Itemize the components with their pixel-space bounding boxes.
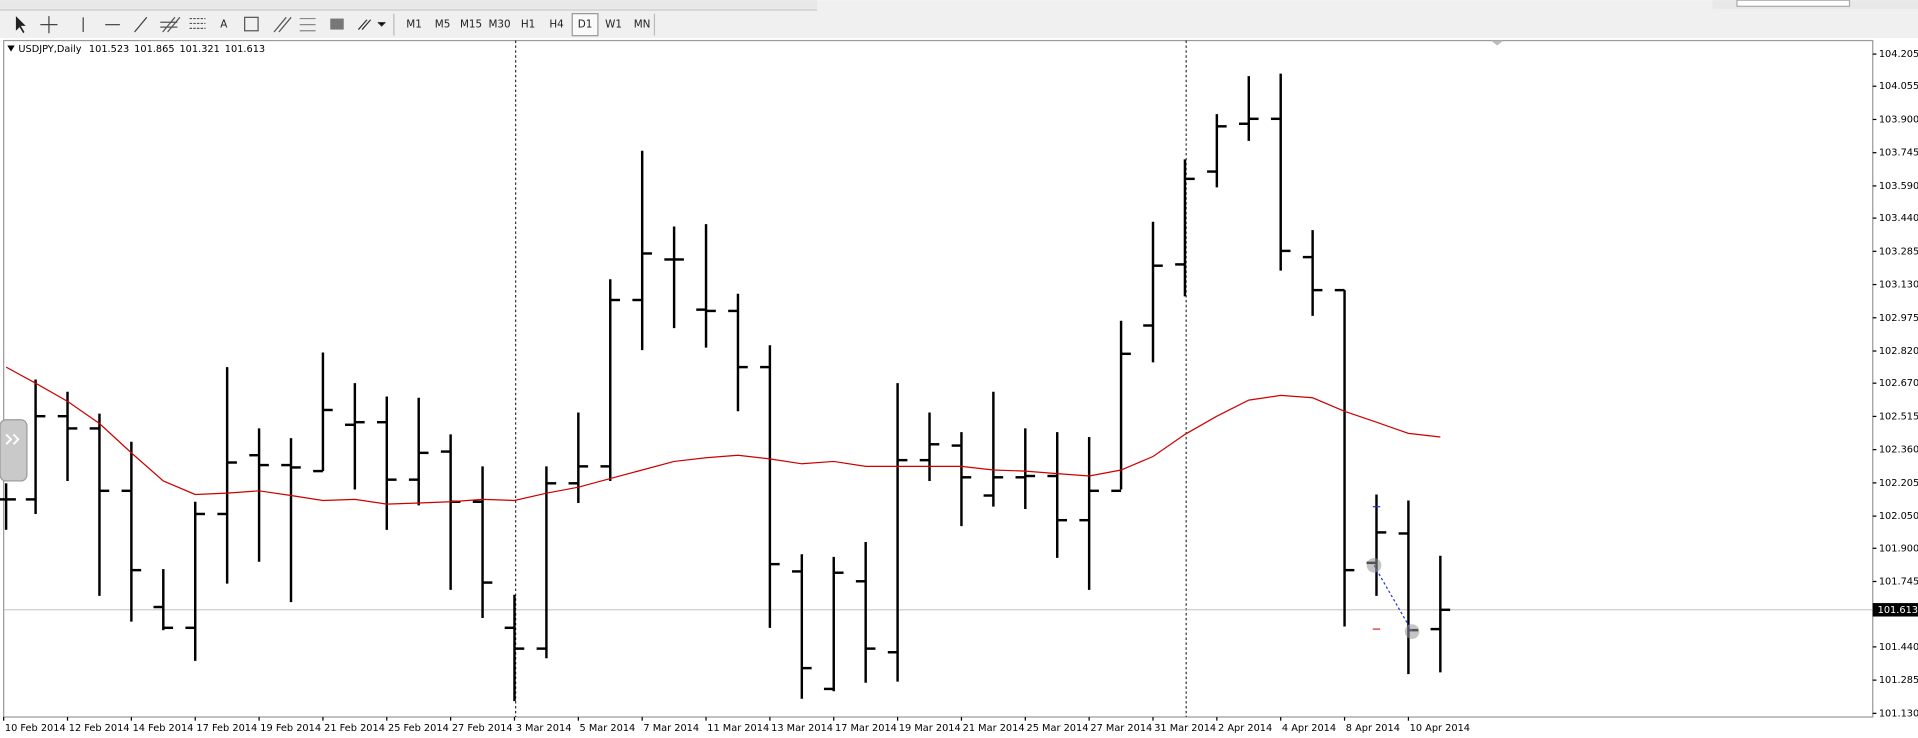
gann-tool[interactable] xyxy=(273,16,292,33)
y-tick-label: 101.440 xyxy=(1879,642,1918,653)
x-tick-label: 14 Feb 2014 xyxy=(133,723,194,734)
side-panel-arrows xyxy=(5,433,20,445)
y-tick-label: 102.050 xyxy=(1879,511,1918,522)
x-tick-label: 21 Mar 2014 xyxy=(963,723,1025,734)
timeframe-bar: M1 M5 M15 M30 H1 H4 D1 W1 MN xyxy=(406,13,651,37)
x-tick-label: 7 Mar 2014 xyxy=(643,723,699,734)
header-low: 101.321 xyxy=(179,44,219,55)
y-tick-label: 103.285 xyxy=(1879,246,1918,257)
top-toolbar-strip xyxy=(0,0,818,9)
x-tick-label: 11 Mar 2014 xyxy=(707,723,769,734)
x-tick-label: 3 Mar 2014 xyxy=(516,723,572,734)
x-tick-label: 17 Feb 2014 xyxy=(196,723,257,734)
timeframe-button[interactable]: M5 xyxy=(435,19,451,31)
text-tool[interactable]: A xyxy=(220,19,228,31)
timeframe-active xyxy=(571,13,599,37)
x-tick-label: 27 Mar 2014 xyxy=(1090,723,1152,734)
x-tick-label: 25 Feb 2014 xyxy=(388,723,449,734)
channel-tool[interactable] xyxy=(160,16,181,33)
plot: 104.205 104.055 103.900 103.745 103.590 103.4… xyxy=(0,40,1918,734)
price-label-bg xyxy=(1872,603,1918,617)
x-tick-label: 8 Apr 2014 xyxy=(1346,723,1400,734)
chart-header: USDJPY,Daily 101.523 101.865 101.321 101.613 xyxy=(18,44,265,55)
fibo-tool[interactable] xyxy=(189,17,206,29)
x-tick-label: 17 Mar 2014 xyxy=(835,723,897,734)
timeframe-button[interactable]: H4 xyxy=(549,19,564,31)
y-tick-label: 101.130 xyxy=(1879,708,1918,719)
x-tick-label: 4 Apr 2014 xyxy=(1282,723,1336,734)
x-tick-label: 19 Mar 2014 xyxy=(899,723,961,734)
y-tick-label: 103.440 xyxy=(1879,213,1918,224)
timeframe-button[interactable]: M1 xyxy=(406,19,422,31)
y-tick-label: 101.285 xyxy=(1879,675,1918,686)
shapes-tool[interactable] xyxy=(330,18,344,30)
timeframe-button[interactable]: M15 xyxy=(460,19,482,31)
toolbar: A M1 M5 M15 M30 H1 H4 D1 W1 MN xyxy=(0,0,1918,39)
x-tick-label: 21 Feb 2014 xyxy=(324,723,385,734)
moving-average xyxy=(5,366,1441,505)
y-tick-label: 102.670 xyxy=(1879,378,1918,389)
timeframe-button[interactable]: M30 xyxy=(488,19,510,31)
x-tick-label: 10 Apr 2014 xyxy=(1410,723,1470,734)
y-tick-label: 101.900 xyxy=(1879,543,1918,554)
drawn-anchor[interactable] xyxy=(1366,557,1382,573)
side-panel-tab[interactable] xyxy=(0,419,28,482)
x-tick-label: 27 Feb 2014 xyxy=(452,723,513,734)
trendline-tool[interactable] xyxy=(134,16,148,33)
label-tool[interactable] xyxy=(244,16,259,32)
y-tick-label: 101.745 xyxy=(1879,577,1918,588)
y-tick-label: 102.515 xyxy=(1879,411,1918,422)
header-open: 101.523 xyxy=(89,44,129,55)
header-close: 101.613 xyxy=(225,44,265,55)
y-tick-label: 103.900 xyxy=(1879,114,1918,125)
timeframe-button[interactable]: H1 xyxy=(521,19,535,31)
x-tick-label: 13 Mar 2014 xyxy=(771,723,833,734)
x-tick-label: 31 Mar 2014 xyxy=(1154,723,1216,734)
arrows-tool[interactable] xyxy=(357,19,386,30)
timeframe-button[interactable]: D1 xyxy=(578,19,593,31)
cursor-tool[interactable] xyxy=(15,16,26,34)
timeframe-button[interactable]: W1 xyxy=(605,19,622,31)
timeframe-button[interactable]: MN xyxy=(634,19,651,31)
y-tick-label: 103.130 xyxy=(1879,280,1918,291)
y-tick-label: 103.745 xyxy=(1879,148,1918,159)
chart-frame xyxy=(3,39,1874,718)
x-tick-label: 10 Feb 2014 xyxy=(5,723,66,734)
drawn-anchor[interactable] xyxy=(1404,624,1420,639)
search-box[interactable] xyxy=(1736,0,1851,7)
y-tick-label: 102.205 xyxy=(1879,478,1918,489)
title-arrow xyxy=(7,45,15,52)
header-high: 101.865 xyxy=(134,44,174,55)
chart-title: USDJPY,Daily xyxy=(18,44,81,55)
x-tick-label: 5 Mar 2014 xyxy=(580,723,636,734)
shift-marker[interactable] xyxy=(1491,40,1504,46)
y-tick-label: 103.590 xyxy=(1879,181,1918,192)
y-tick-label: 102.820 xyxy=(1879,346,1918,357)
y-tick-label: 104.205 xyxy=(1879,49,1918,60)
price-label: 101.613 xyxy=(1878,605,1918,616)
x-tick-label: 25 Mar 2014 xyxy=(1027,723,1089,734)
y-tick-label: 102.975 xyxy=(1879,313,1918,324)
crosshair-tool[interactable] xyxy=(40,16,58,34)
drawn-trendline xyxy=(1373,564,1413,632)
x-tick-label: 2 Apr 2014 xyxy=(1218,723,1272,734)
x-tick-label: 12 Feb 2014 xyxy=(69,723,130,734)
y-tick-label: 102.360 xyxy=(1879,445,1918,456)
y-tick-label: 104.055 xyxy=(1879,81,1918,92)
x-tick-label: 19 Feb 2014 xyxy=(260,723,321,734)
fibo-fan-tool[interactable] xyxy=(299,17,316,32)
